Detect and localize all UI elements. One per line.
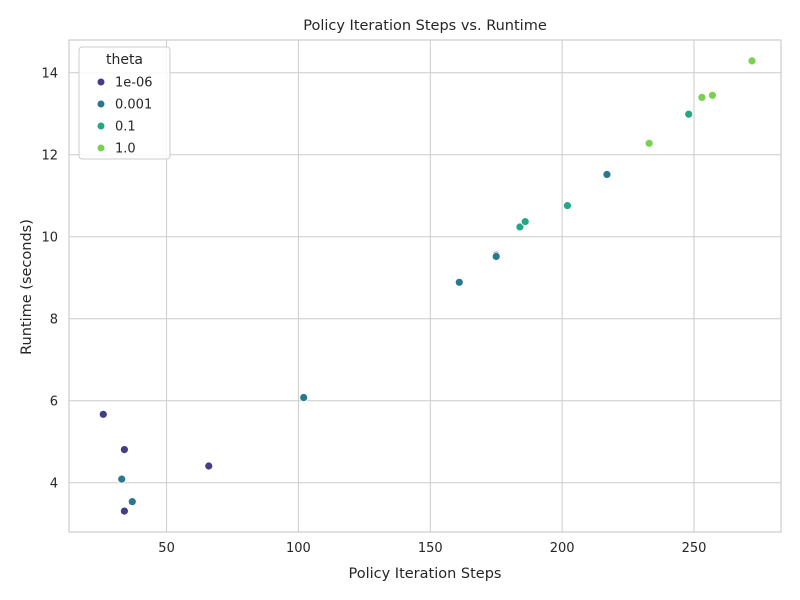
- y-tick-label: 12: [41, 148, 58, 163]
- legend-label: 0.001: [115, 98, 152, 113]
- data-point-theta-2: [684, 109, 694, 119]
- y-tick-label: 10: [41, 230, 58, 245]
- x-tick-label: 250: [682, 541, 707, 556]
- legend-label: 1.0: [115, 142, 136, 157]
- x-tick-label: 200: [550, 541, 575, 556]
- data-point-theta-1: [454, 277, 464, 287]
- x-tick-label: 150: [418, 541, 443, 556]
- data-point-theta-3: [747, 56, 757, 66]
- legend-marker: [97, 144, 105, 152]
- plot-frame: [68, 39, 782, 533]
- data-point-theta-2: [563, 201, 572, 211]
- data-points: [98, 56, 757, 516]
- x-axis-label: Policy Iteration Steps: [348, 566, 501, 582]
- y-tick-label: 14: [41, 66, 58, 81]
- legend-marker: [97, 122, 105, 130]
- data-point-theta-0: [119, 506, 129, 516]
- tick-labels: 50 100 150 200 250 4 6 8 10 12 14: [41, 66, 706, 556]
- legend-marker: [97, 100, 105, 108]
- legend-box: [78, 46, 171, 160]
- grid-lines: [69, 40, 781, 532]
- x-tick-label: 100: [286, 541, 311, 556]
- data-point-theta-3: [644, 138, 654, 148]
- data-point-theta-2: [520, 217, 530, 227]
- y-tick-label: 4: [50, 476, 58, 491]
- legend-marker: [97, 78, 105, 86]
- legend: theta 1e-06 0.001 0.1 1.0: [78, 46, 171, 160]
- data-point-theta-1: [491, 252, 501, 261]
- data-point-theta-0: [204, 461, 214, 471]
- data-point-theta-3: [708, 90, 717, 100]
- data-point-theta-1: [117, 474, 127, 484]
- data-point-theta-3: [697, 93, 707, 102]
- y-tick-label: 6: [50, 394, 58, 409]
- x-tick-label: 50: [158, 541, 175, 556]
- y-axis-label: Runtime (seconds): [19, 219, 35, 355]
- data-point-theta-2: [515, 222, 525, 232]
- legend-title: theta: [106, 52, 143, 68]
- data-point-theta-0: [98, 409, 108, 419]
- data-point-theta-1: [127, 497, 137, 507]
- legend-label: 1e-06: [115, 76, 153, 91]
- legend-label: 0.1: [115, 120, 136, 135]
- data-point-theta-0: [119, 445, 129, 454]
- chart-title: Policy Iteration Steps vs. Runtime: [303, 18, 547, 34]
- data-point-theta-1: [602, 170, 612, 179]
- y-tick-label: 8: [50, 312, 58, 327]
- data-point-theta-1: [299, 393, 309, 402]
